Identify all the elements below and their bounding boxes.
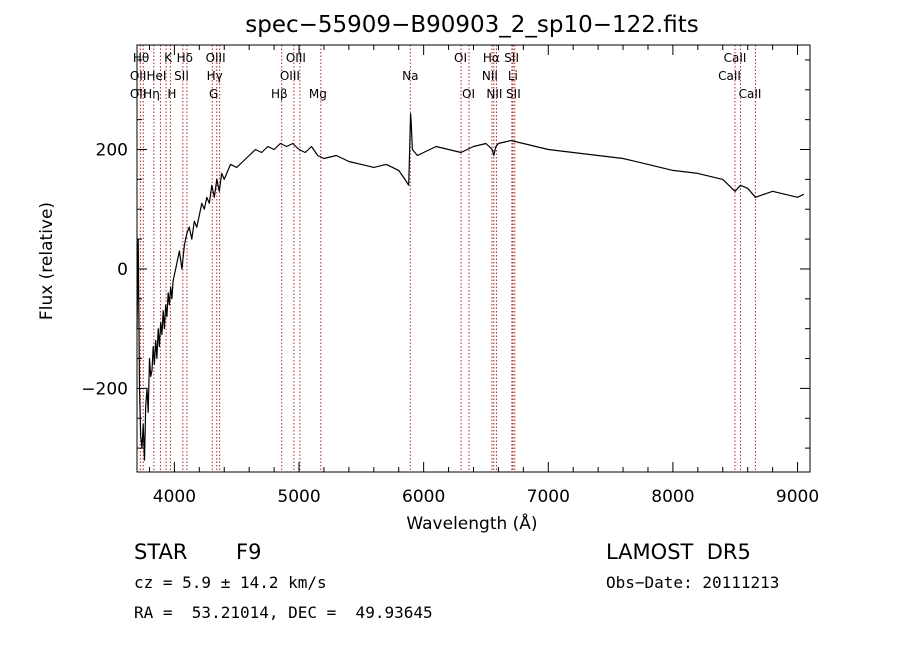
x-axis-label: Wavelength (Å) [406,512,537,534]
line-marker-label-27: CaII [739,87,762,101]
redshift-velocity: cz = 5.9 ± 14.2 km/s [134,573,327,592]
line-marker-label-14: Hβ [271,87,288,101]
line-marker-label-22: SII [504,51,519,65]
line-marker-label-12: OIII [286,51,306,65]
y-tick-label-0: −200 [81,379,128,399]
line-marker-label-1: K [164,51,173,65]
line-marker-label-26: CaII [718,69,741,83]
x-tick-label-0: 4000 [153,487,196,507]
x-tick-label-3: 7000 [527,487,570,507]
line-marker-label-11: G [209,87,218,101]
x-tick-label-2: 6000 [402,487,445,507]
object-class: STAR [134,540,188,564]
line-marker-label-16: Na [402,69,418,83]
line-marker-label-8: H [167,87,176,101]
line-marker-label-23: Li [508,69,518,83]
survey-name: LAMOST DR5 [606,540,751,564]
x-tick-label-5: 9000 [776,487,819,507]
line-marker-label-13: OIII [280,69,300,83]
y-tick-label-2: 200 [96,141,128,161]
line-marker-label-4: OII [130,87,147,101]
line-marker-label-3: OII [130,69,147,83]
y-axis-label: Flux (relative) [37,202,57,320]
line-marker-label-19: Hα [483,51,500,65]
line-marker-label-21: NII [486,87,502,101]
line-marker-label-17: OI [454,51,467,65]
observation-date: Obs−Date: 20111213 [606,573,780,592]
line-marker-label-25: CaII [724,51,747,65]
line-marker-label-0: Hθ [133,51,149,65]
object-subclass: F9 [236,540,262,564]
axis-ticks [137,45,810,472]
line-marker-label-9: OIII [206,51,226,65]
spectrum-line-group [136,113,805,461]
y-tick-label-1: 0 [117,260,128,280]
chart-title: spec−55909−B90903_2_sp10−122.fits [245,12,699,38]
line-marker-label-6: Hη [143,87,160,101]
line-marker-label-7: SII [174,69,189,83]
line-markers [139,45,756,472]
line-marker-label-2: Hδ [177,51,193,65]
x-tick-label-1: 5000 [277,487,320,507]
plot-frame [136,44,811,473]
line-marker-label-20: NII [482,69,498,83]
line-marker-label-24: SII [506,87,521,101]
spectrum-line-0 [136,113,805,461]
sky-coordinates: RA = 53.21014, DEC = 49.93645 [134,603,433,622]
x-tick-label-4: 8000 [651,487,694,507]
line-marker-label-5: HeI [146,69,166,83]
line-marker-label-15: Mg [309,87,327,101]
line-marker-label-18: OI [462,87,475,101]
axis-tick-labels: 4000 5000 6000 7000 8000 9000 −200 0 200 [81,141,819,507]
line-marker-label-10: Hγ [207,69,223,83]
